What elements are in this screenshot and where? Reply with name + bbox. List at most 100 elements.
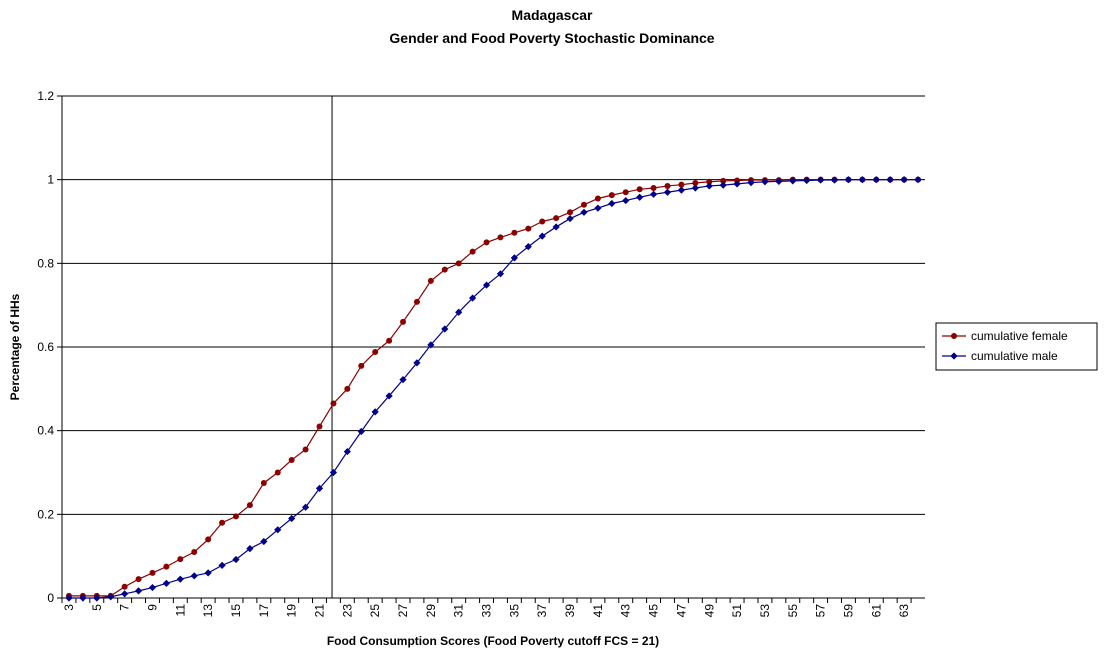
point [608, 192, 615, 199]
point [260, 479, 267, 486]
point [844, 176, 853, 184]
point [386, 337, 393, 344]
point [691, 184, 699, 192]
point [413, 359, 421, 367]
point [775, 177, 783, 185]
point [469, 294, 477, 302]
point [469, 248, 476, 255]
point [329, 468, 338, 477]
point [205, 536, 212, 543]
point [497, 234, 504, 241]
point [121, 590, 129, 598]
point [399, 376, 407, 384]
point [622, 196, 630, 205]
y-tick-label: 0.6 [37, 340, 54, 354]
point [441, 266, 448, 273]
point [552, 223, 560, 231]
chart-subtitle: Gender and Food Poverty Stochastic Domin… [389, 30, 714, 46]
x-tick-label: 9 [145, 604, 159, 611]
point [204, 569, 212, 577]
x-tick-label: 29 [424, 604, 438, 618]
x-tick-label: 11 [173, 604, 187, 617]
point [344, 385, 351, 392]
point [830, 176, 839, 184]
point [455, 260, 462, 267]
x-tick-label: 53 [758, 604, 772, 618]
point [733, 180, 741, 188]
y-tick-label: 0.2 [37, 507, 54, 521]
point [594, 204, 602, 212]
point [719, 181, 727, 189]
point [315, 484, 324, 492]
x-tick-label: 5 [90, 604, 104, 611]
point [580, 201, 587, 208]
point [483, 239, 490, 246]
point [510, 254, 518, 262]
point [301, 503, 310, 511]
point [441, 325, 449, 333]
point [914, 176, 922, 184]
y-tick-label: 0 [47, 591, 54, 605]
x-tick-label: 41 [591, 604, 605, 618]
x-tick-label: 13 [201, 604, 215, 618]
point [872, 176, 880, 184]
point [858, 176, 866, 184]
point [692, 180, 699, 187]
point [343, 447, 351, 456]
point [553, 215, 560, 222]
x-tick-label: 39 [563, 604, 577, 618]
point [135, 576, 142, 583]
point [636, 193, 644, 201]
point [538, 232, 546, 240]
point [455, 308, 463, 316]
y-tick-label: 0.8 [37, 256, 54, 270]
point [93, 594, 101, 602]
point [496, 270, 505, 278]
point [720, 177, 727, 184]
point [274, 469, 281, 476]
point [636, 186, 643, 193]
point [219, 519, 226, 526]
x-tick-label: 47 [674, 604, 688, 618]
point [664, 182, 671, 189]
x-tick-label: 31 [452, 604, 466, 618]
x-axis-title: Food Consumption Scores (Food Poverty cu… [327, 634, 659, 648]
point [608, 199, 616, 208]
x-tick-label: 15 [229, 604, 243, 618]
point [79, 594, 87, 602]
point [274, 526, 282, 534]
x-tick-label: 23 [340, 604, 354, 618]
point [246, 545, 254, 553]
point [566, 214, 574, 223]
point [372, 349, 379, 356]
point [246, 502, 253, 509]
x-tick-label: 17 [257, 604, 271, 618]
x-tick-label: 51 [730, 604, 744, 618]
x-tick-label: 7 [118, 604, 132, 611]
x-tick-label: 45 [647, 604, 661, 618]
x-tick-label: 49 [702, 604, 716, 618]
point [580, 208, 588, 216]
legend: cumulative female cumulative male [935, 322, 1098, 371]
x-tick-label: 19 [285, 604, 299, 618]
point [525, 225, 532, 232]
series-line [68, 179, 919, 597]
point [663, 188, 672, 196]
point [371, 408, 379, 416]
chart-title: Madagascar [512, 7, 593, 23]
legend-marker [951, 333, 957, 339]
point [134, 587, 143, 595]
point [482, 281, 491, 289]
point [149, 569, 156, 576]
point [567, 209, 574, 216]
point [789, 177, 797, 185]
point [357, 427, 365, 436]
point [191, 548, 198, 555]
point [358, 362, 365, 369]
point [511, 229, 518, 236]
y-tick-label: 1 [47, 173, 54, 187]
point [539, 218, 546, 225]
x-tick-label: 3 [62, 604, 76, 611]
point [385, 392, 393, 400]
